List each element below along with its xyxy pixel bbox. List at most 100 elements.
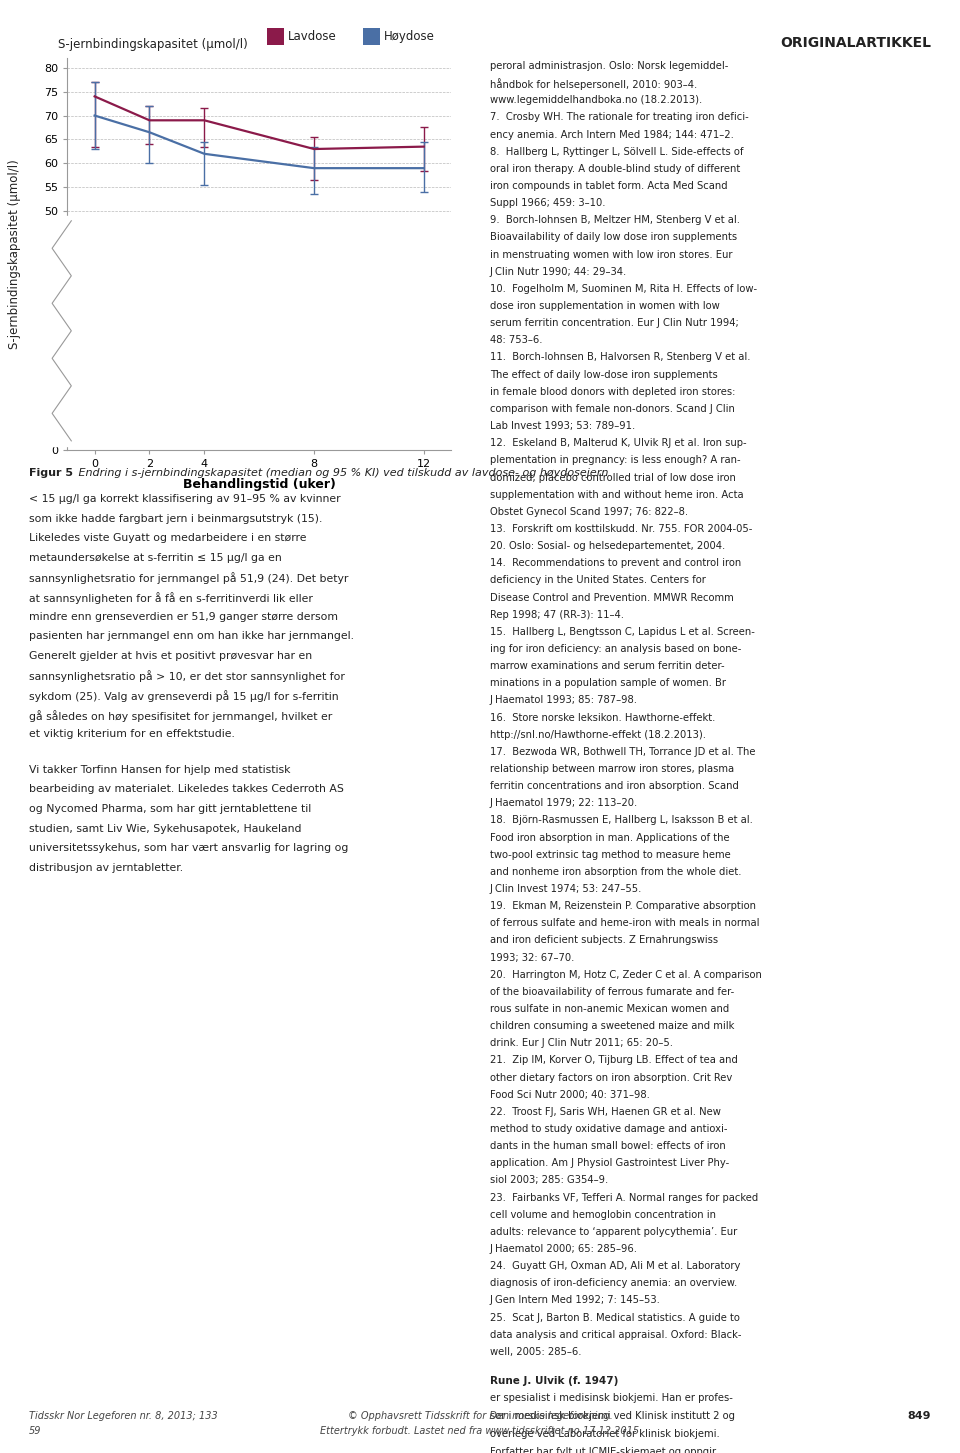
Text: iron compounds in tablet form. Acta Med Scand: iron compounds in tablet form. Acta Med … xyxy=(490,182,728,190)
Text: 20. Oslo: Sosial- og helsedepartementet, 2004.: 20. Oslo: Sosial- og helsedepartementet,… xyxy=(490,541,725,551)
Text: deficiency in the United States. Centers for: deficiency in the United States. Centers… xyxy=(490,575,706,586)
Text: The effect of daily low-dose iron supplements: The effect of daily low-dose iron supple… xyxy=(490,369,717,379)
Text: rous sulfate in non-anemic Mexican women and: rous sulfate in non-anemic Mexican women… xyxy=(490,1004,729,1014)
Text: 9.  Borch-Iohnsen B, Meltzer HM, Stenberg V et al.: 9. Borch-Iohnsen B, Meltzer HM, Stenberg… xyxy=(490,215,739,225)
Text: Suppl 1966; 459: 3–10.: Suppl 1966; 459: 3–10. xyxy=(490,198,605,208)
Text: Generelt gjelder at hvis et positivt prøvesvar har en: Generelt gjelder at hvis et positivt prø… xyxy=(29,651,312,661)
Text: application. Am J Physiol Gastrointest Liver Phy-: application. Am J Physiol Gastrointest L… xyxy=(490,1158,729,1168)
Text: S-jernbindingskapasitet (μmol/l): S-jernbindingskapasitet (μmol/l) xyxy=(58,38,248,51)
Text: plementation in pregnancy: is less enough? A ran-: plementation in pregnancy: is less enoug… xyxy=(490,455,740,465)
Text: supplementation with and without heme iron. Acta: supplementation with and without heme ir… xyxy=(490,490,743,500)
Text: bearbeiding av materialet. Likeledes takkes Cederroth AS: bearbeiding av materialet. Likeledes tak… xyxy=(29,785,344,795)
Text: og Nycomed Pharma, som har gitt jerntablettene til: og Nycomed Pharma, som har gitt jerntabl… xyxy=(29,804,311,814)
Text: Rep 1998; 47 (RR-3): 11–4.: Rep 1998; 47 (RR-3): 11–4. xyxy=(490,610,624,619)
Text: 20.  Harrington M, Hotz C, Zeder C et al. A comparison: 20. Harrington M, Hotz C, Zeder C et al.… xyxy=(490,969,761,979)
Text: J Clin Nutr 1990; 44: 29–34.: J Clin Nutr 1990; 44: 29–34. xyxy=(490,267,627,276)
Text: of the bioavailability of ferrous fumarate and fer-: of the bioavailability of ferrous fumara… xyxy=(490,987,733,997)
Text: Rune J. Ulvik (f. 1947): Rune J. Ulvik (f. 1947) xyxy=(490,1376,618,1386)
Text: 7.  Crosby WH. The rationale for treating iron defici-: 7. Crosby WH. The rationale for treating… xyxy=(490,112,749,122)
Text: Obstet Gynecol Scand 1997; 76: 822–8.: Obstet Gynecol Scand 1997; 76: 822–8. xyxy=(490,507,687,517)
Text: Lab Invest 1993; 53: 789–91.: Lab Invest 1993; 53: 789–91. xyxy=(490,421,635,432)
Text: 13.  Forskrift om kosttilskudd. Nr. 755. FOR 2004-05-: 13. Forskrift om kosttilskudd. Nr. 755. … xyxy=(490,525,752,533)
Text: sannsynlighetsratio for jernmangel på 51,9 (24). Det betyr: sannsynlighetsratio for jernmangel på 51… xyxy=(29,572,348,584)
Text: 10.  Fogelholm M, Suominen M, Rita H. Effects of low-: 10. Fogelholm M, Suominen M, Rita H. Eff… xyxy=(490,283,756,294)
Text: gå således on høy spesifisitet for jernmangel, hvilket er: gå således on høy spesifisitet for jernm… xyxy=(29,709,332,722)
Text: in female blood donors with depleted iron stores:: in female blood donors with depleted iro… xyxy=(490,386,735,397)
Text: adults: relevance to ‘apparent polycythemia’. Eur: adults: relevance to ‘apparent polycythe… xyxy=(490,1226,737,1237)
Text: overlege ved Laboratoriet for klinisk biokjemi.: overlege ved Laboratoriet for klinisk bi… xyxy=(490,1428,719,1438)
Text: www.legemiddelhandboka.no (18.2.2013).: www.legemiddelhandboka.no (18.2.2013). xyxy=(490,96,702,105)
Text: relationship between marrow iron stores, plasma: relationship between marrow iron stores,… xyxy=(490,764,733,774)
Text: Høydose: Høydose xyxy=(384,31,435,42)
Text: diagnosis of iron-deficiency anemia: an overview.: diagnosis of iron-deficiency anemia: an … xyxy=(490,1279,737,1289)
Text: pasienten har jernmangel enn om han ikke har jernmangel.: pasienten har jernmangel enn om han ikke… xyxy=(29,631,354,641)
Text: http://snl.no/Hawthorne-effekt (18.2.2013).: http://snl.no/Hawthorne-effekt (18.2.201… xyxy=(490,729,706,740)
Text: J Clin Invest 1974; 53: 247–55.: J Clin Invest 1974; 53: 247–55. xyxy=(490,883,642,894)
Text: in menstruating women with low iron stores. Eur: in menstruating women with low iron stor… xyxy=(490,250,732,260)
Text: other dietary factors on iron absorption. Crit Rev: other dietary factors on iron absorption… xyxy=(490,1072,732,1082)
Text: 16.  Store norske leksikon. Hawthorne-effekt.: 16. Store norske leksikon. Hawthorne-eff… xyxy=(490,712,715,722)
Text: 23.  Fairbanks VF, Tefferi A. Normal ranges for packed: 23. Fairbanks VF, Tefferi A. Normal rang… xyxy=(490,1193,757,1203)
Text: S-jernbindingskapasitet (μmol/l): S-jernbindingskapasitet (μmol/l) xyxy=(8,160,21,349)
Text: Food Sci Nutr 2000; 40: 371–98.: Food Sci Nutr 2000; 40: 371–98. xyxy=(490,1090,650,1100)
Text: er spesialist i medisinsk biokjemi. Han er profes-: er spesialist i medisinsk biokjemi. Han … xyxy=(490,1393,732,1404)
Text: oral iron therapy. A double-blind study of different: oral iron therapy. A double-blind study … xyxy=(490,164,740,174)
Text: © Opphavsrett Tidsskrift for Den norske legeforening.: © Opphavsrett Tidsskrift for Den norske … xyxy=(348,1411,612,1421)
Text: and nonheme iron absorption from the whole diet.: and nonheme iron absorption from the who… xyxy=(490,867,741,876)
Text: drink. Eur J Clin Nutr 2011; 65: 20–5.: drink. Eur J Clin Nutr 2011; 65: 20–5. xyxy=(490,1039,673,1048)
Text: well, 2005: 285–6.: well, 2005: 285–6. xyxy=(490,1347,581,1357)
Text: J Gen Intern Med 1992; 7: 145–53.: J Gen Intern Med 1992; 7: 145–53. xyxy=(490,1296,660,1305)
Text: domized, placebo controlled trial of low dose iron: domized, placebo controlled trial of low… xyxy=(490,472,735,482)
Text: et viktig kriterium for en effektstudie.: et viktig kriterium for en effektstudie. xyxy=(29,729,234,740)
Text: and iron deficient subjects. Z Ernahrungswiss: and iron deficient subjects. Z Ernahrung… xyxy=(490,936,718,946)
Text: Forfatter har fylt ut ICMJE-skjemaet og oppgir: Forfatter har fylt ut ICMJE-skjemaet og … xyxy=(490,1447,716,1453)
Text: studien, samt Liv Wie, Sykehusapotek, Haukeland: studien, samt Liv Wie, Sykehusapotek, Ha… xyxy=(29,824,301,834)
Text: 11.  Borch-Iohnsen B, Halvorsen R, Stenberg V et al.: 11. Borch-Iohnsen B, Halvorsen R, Stenbe… xyxy=(490,353,750,362)
Text: Tidsskr Nor Legeforen nr. 8, 2013; 133: Tidsskr Nor Legeforen nr. 8, 2013; 133 xyxy=(29,1411,218,1421)
Text: 22.  Troost FJ, Saris WH, Haenen GR et al. New: 22. Troost FJ, Saris WH, Haenen GR et al… xyxy=(490,1107,720,1117)
Text: J Haematol 2000; 65: 285–96.: J Haematol 2000; 65: 285–96. xyxy=(490,1244,637,1254)
Text: Likeledes viste Guyatt og medarbeidere i en større: Likeledes viste Guyatt og medarbeidere i… xyxy=(29,533,306,543)
Text: sannsynlighetsratio på > 10, er det stor sannsynlighet for: sannsynlighetsratio på > 10, er det stor… xyxy=(29,670,345,683)
Text: metaundersøkelse at s-ferritin ≤ 15 μg/l ga en: metaundersøkelse at s-ferritin ≤ 15 μg/l… xyxy=(29,554,281,562)
Text: distribusjon av jerntabletter.: distribusjon av jerntabletter. xyxy=(29,863,183,873)
Text: 21.  Zip IM, Korver O, Tijburg LB. Effect of tea and: 21. Zip IM, Korver O, Tijburg LB. Effect… xyxy=(490,1055,737,1065)
Text: serum ferritin concentration. Eur J Clin Nutr 1994;: serum ferritin concentration. Eur J Clin… xyxy=(490,318,738,328)
Text: 48: 753–6.: 48: 753–6. xyxy=(490,336,542,346)
Text: håndbok for helsepersonell, 2010: 903–4.: håndbok for helsepersonell, 2010: 903–4. xyxy=(490,78,697,90)
Text: dose iron supplementation in women with low: dose iron supplementation in women with … xyxy=(490,301,719,311)
Text: marrow examinations and serum ferritin deter-: marrow examinations and serum ferritin d… xyxy=(490,661,724,671)
Text: Disease Control and Prevention. MMWR Recomm: Disease Control and Prevention. MMWR Rec… xyxy=(490,593,733,603)
Text: 8.  Hallberg L, Ryttinger L, Sölvell L. Side-effects of: 8. Hallberg L, Ryttinger L, Sölvell L. S… xyxy=(490,147,743,157)
Text: 14.  Recommendations to prevent and control iron: 14. Recommendations to prevent and contr… xyxy=(490,558,741,568)
Text: 24.  Guyatt GH, Oxman AD, Ali M et al. Laboratory: 24. Guyatt GH, Oxman AD, Ali M et al. La… xyxy=(490,1261,740,1271)
Text: Ettertrykk forbudt. Lastet ned fra www.tidsskriftet.no 17.12.2015: Ettertrykk forbudt. Lastet ned fra www.t… xyxy=(321,1425,639,1436)
Text: two-pool extrinsic tag method to measure heme: two-pool extrinsic tag method to measure… xyxy=(490,850,731,860)
Text: ency anemia. Arch Intern Med 1984; 144: 471–2.: ency anemia. Arch Intern Med 1984; 144: … xyxy=(490,129,733,139)
Text: children consuming a sweetened maize and milk: children consuming a sweetened maize and… xyxy=(490,1021,734,1032)
Text: 59: 59 xyxy=(29,1425,41,1436)
Text: ferritin concentrations and iron absorption. Scand: ferritin concentrations and iron absorpt… xyxy=(490,782,738,790)
Text: at sannsynligheten for å få en s-ferritinverdi lik eller: at sannsynligheten for å få en s-ferriti… xyxy=(29,593,313,604)
Text: < 15 μg/l ga korrekt klassifisering av 91–95 % av kvinner: < 15 μg/l ga korrekt klassifisering av 9… xyxy=(29,494,341,504)
Text: 18.  Björn-Rasmussen E, Hallberg L, Isaksson B et al.: 18. Björn-Rasmussen E, Hallberg L, Isaks… xyxy=(490,815,753,825)
Text: comparison with female non-donors. Scand J Clin: comparison with female non-donors. Scand… xyxy=(490,404,734,414)
Text: cell volume and hemoglobin concentration in: cell volume and hemoglobin concentration… xyxy=(490,1210,715,1219)
Text: Endring i s-jernbindingskapasitet (median og 95 % KI) ved tilskudd av lavdose- o: Endring i s-jernbindingskapasitet (media… xyxy=(75,468,609,478)
Text: 19.  Ekman M, Reizenstein P. Comparative absorption: 19. Ekman M, Reizenstein P. Comparative … xyxy=(490,901,756,911)
Text: of ferrous sulfate and heme-iron with meals in normal: of ferrous sulfate and heme-iron with me… xyxy=(490,918,759,928)
Text: dants in the human small bowel: effects of iron: dants in the human small bowel: effects … xyxy=(490,1141,726,1151)
Text: Figur 5: Figur 5 xyxy=(29,468,73,478)
Text: J Haematol 1979; 22: 113–20.: J Haematol 1979; 22: 113–20. xyxy=(490,798,637,808)
Text: universitetssykehus, som har vært ansvarlig for lagring og: universitetssykehus, som har vært ansvar… xyxy=(29,843,348,853)
Text: ing for iron deficiency: an analysis based on bone-: ing for iron deficiency: an analysis bas… xyxy=(490,644,741,654)
Text: ORIGINALARTIKKEL: ORIGINALARTIKKEL xyxy=(780,36,931,51)
Text: som ikke hadde fargbart jern i beinmargsutstryk (15).: som ikke hadde fargbart jern i beinmargs… xyxy=(29,514,323,523)
Text: data analysis and critical appraisal. Oxford: Black-: data analysis and critical appraisal. Ox… xyxy=(490,1329,741,1340)
Text: siol 2003; 285: G354–9.: siol 2003; 285: G354–9. xyxy=(490,1175,608,1186)
Text: Vi takker Torfinn Hansen for hjelp med statistisk: Vi takker Torfinn Hansen for hjelp med s… xyxy=(29,764,290,774)
Text: Food iron absorption in man. Applications of the: Food iron absorption in man. Application… xyxy=(490,833,730,843)
Text: minations in a population sample of women. Br: minations in a population sample of wome… xyxy=(490,679,726,689)
Text: sykdom (25). Valg av grenseverdi på 15 μg/l for s-ferritin: sykdom (25). Valg av grenseverdi på 15 μ… xyxy=(29,690,339,702)
Text: 25.  Scat J, Barton B. Medical statistics. A guide to: 25. Scat J, Barton B. Medical statistics… xyxy=(490,1312,739,1322)
